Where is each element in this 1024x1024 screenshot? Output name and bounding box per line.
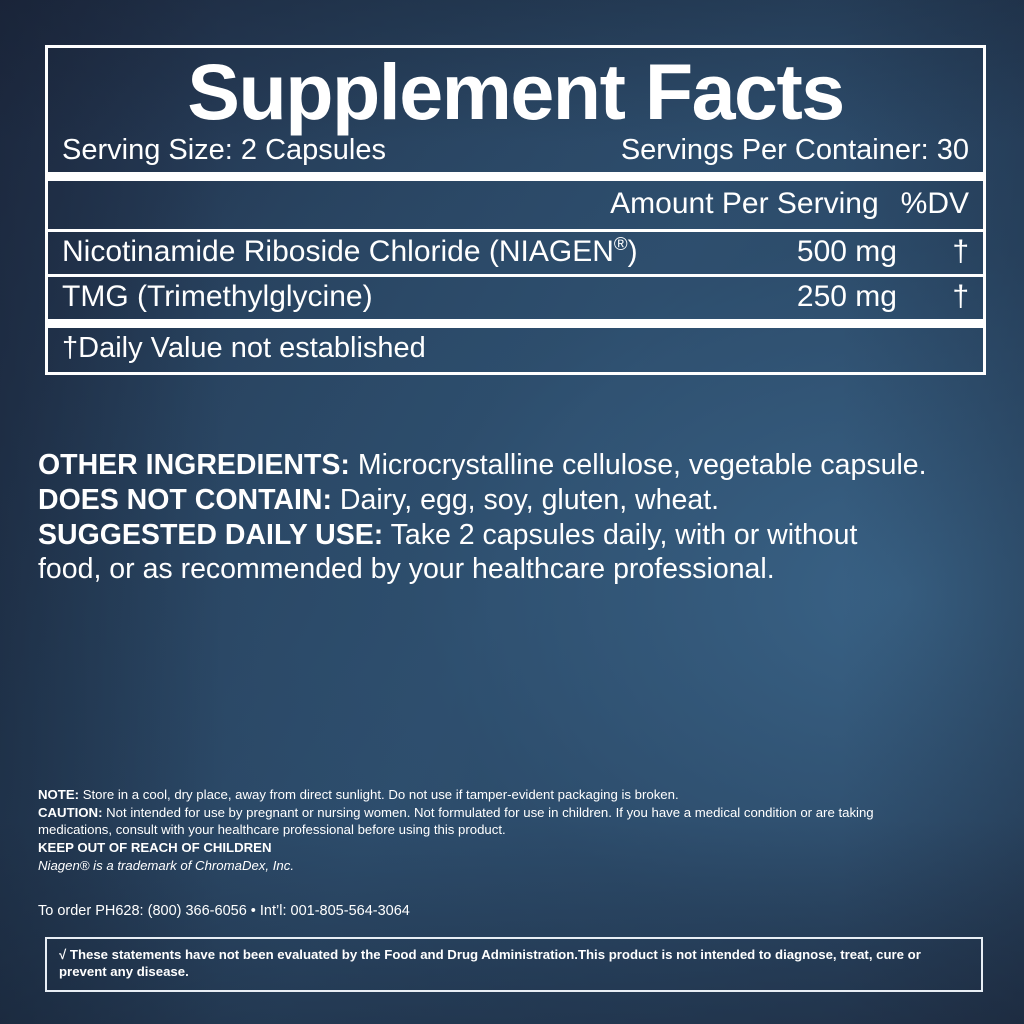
table-row: Nicotinamide Riboside Chloride (NIAGEN®)… (48, 232, 983, 274)
suggested-daily-use-label: SUGGESTED DAILY USE: (38, 518, 384, 551)
table-bottom-thick-divider (48, 319, 983, 329)
other-ingredients-text: Microcrystalline cellulose, vegetable ca… (349, 449, 927, 481)
trademark-notice: Niagen® is a trademark of ChromaDex, Inc… (38, 858, 294, 874)
nutrient-name-text: TMG (Trimethylglycine) (62, 280, 373, 314)
serving-size-text: Serving Size: 2 Capsules (62, 133, 386, 166)
note-line: NOTE: Store in a cool, dry place, away f… (38, 786, 900, 804)
other-ingredients-line: OTHER INGREDIENTS: Microcrystalline cell… (38, 448, 928, 483)
does-not-contain-label: DOES NOT CONTAIN: (38, 483, 332, 516)
daily-value-footnote: †Daily Value not established (62, 332, 426, 365)
does-not-contain-line: DOES NOT CONTAIN: Dairy, egg, soy, glute… (38, 483, 928, 518)
amount-per-serving-header: Amount Per Serving (610, 187, 879, 221)
nutrient-name: Nicotinamide Riboside Chloride (NIAGEN®) (62, 233, 747, 269)
suggested-daily-use-text: Take 2 capsules daily, with or without f… (38, 518, 858, 586)
supplement-facts-title: Supplement Facts (187, 47, 845, 136)
panel-thick-divider (48, 172, 983, 182)
order-phone-line: To order PH628: (800) 366-6056 • Int’l: … (38, 903, 410, 919)
other-ingredients-block: OTHER INGREDIENTS: Microcrystalline cell… (38, 448, 928, 587)
fda-disclaimer-box: √ These statements have not been evaluat… (45, 937, 983, 992)
keep-out-of-reach-label: KEEP OUT OF REACH OF CHILDREN (38, 839, 272, 855)
does-not-contain-text: Dairy, egg, soy, gluten, wheat. (331, 483, 720, 516)
supplement-facts-panel: Supplement Facts Serving Size: 2 Capsule… (45, 45, 986, 376)
nutrient-name: TMG (Trimethylglycine) (62, 280, 747, 314)
caution-line: CAUTION: Not intended for use by pregnan… (38, 804, 900, 839)
note-label: NOTE: (38, 787, 80, 802)
nutrient-amount: 250 mg (796, 280, 897, 314)
caution-label: CAUTION: (38, 804, 103, 820)
fine-print-block: NOTE: Store in a cool, dry place, away f… (38, 786, 900, 875)
servings-per-container-text: Servings Per Container: 30 (620, 133, 969, 166)
nutrient-name-text: Nicotinamide Riboside Chloride (NIAGEN (62, 235, 614, 269)
percent-dv-header: %DV (900, 187, 969, 221)
other-ingredients-label: OTHER INGREDIENTS: (38, 449, 350, 481)
table-row: TMG (Trimethylglycine) 250 mg † (48, 277, 983, 319)
nutrient-name-suffix: ) (627, 235, 638, 269)
keep-out-of-reach-line: KEEP OUT OF REACH OF CHILDREN (38, 839, 900, 857)
nutrient-daily-value: † (952, 235, 969, 269)
serving-info-row: Serving Size: 2 Capsules Servings Per Co… (48, 132, 983, 172)
registered-trademark-icon: ® (613, 233, 628, 255)
caution-text: Not intended for use by pregnant or nurs… (38, 804, 874, 838)
nutrient-row-divider (48, 274, 983, 278)
suggested-daily-use-line: SUGGESTED DAILY USE: Take 2 capsules dai… (38, 518, 928, 588)
amount-per-serving-header-row: Amount Per Serving %DV (48, 181, 983, 229)
nutrient-amount: 500 mg (796, 235, 897, 269)
note-text: Store in a cool, dry place, away from di… (79, 787, 679, 802)
nutrient-daily-value: † (952, 280, 969, 314)
header-bottom-divider (48, 229, 983, 233)
